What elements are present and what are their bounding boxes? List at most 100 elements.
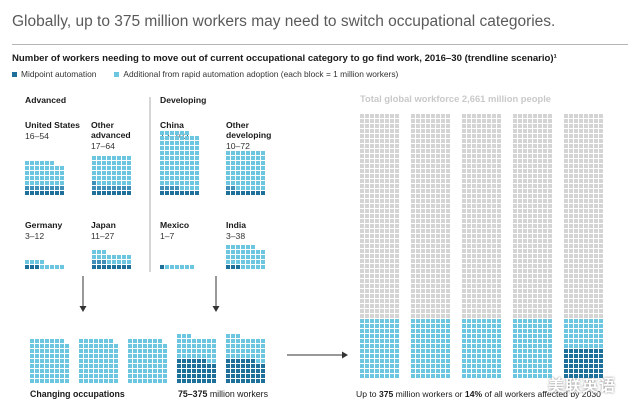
block-grey-total: [533, 154, 537, 158]
block-grey-total: [390, 154, 394, 158]
block-grey-total: [446, 114, 450, 118]
block-grey-total: [365, 144, 369, 148]
block-grey-total: [365, 194, 369, 198]
block-additional-total: [360, 349, 364, 353]
block-additional-total: [431, 359, 435, 363]
block-additional-total: [365, 364, 369, 368]
block-grey-total: [365, 134, 369, 138]
block-midpoint-changing: [197, 359, 201, 363]
block-grey-total: [584, 309, 588, 313]
block-grey-total: [599, 184, 603, 188]
block-grey-total: [564, 144, 568, 148]
block-midpoint-total: [579, 369, 583, 373]
block-grey-total: [426, 224, 430, 228]
block-additional-total: [543, 329, 547, 333]
block-additional-total: [492, 369, 496, 373]
block-midpoint-changing: [236, 374, 240, 378]
block-additional-changing: [231, 349, 235, 353]
block-grey-total: [594, 129, 598, 133]
block-grey-total: [380, 224, 384, 228]
block-grey-total: [411, 124, 415, 128]
block-additional-us: [40, 166, 44, 170]
block-grey-total: [411, 274, 415, 278]
block-additional-total: [380, 324, 384, 328]
block-additional-total: [533, 369, 537, 373]
block-grey-total: [395, 209, 399, 213]
block-grey-total: [375, 154, 379, 158]
block-grey-total: [584, 264, 588, 268]
caption-total-mid: million workers or: [395, 389, 463, 399]
block-grey-total: [579, 139, 583, 143]
block-additional-changing: [256, 349, 260, 353]
block-additional-total: [564, 339, 568, 343]
block-grey-total: [599, 114, 603, 118]
block-grey-total: [574, 144, 578, 148]
block-midpoint-changing: [212, 364, 216, 368]
block-grey-total: [467, 114, 471, 118]
block-grey-total: [426, 239, 430, 243]
block-grey-total: [513, 209, 517, 213]
block-grey-total: [492, 229, 496, 233]
block-grey-total: [436, 199, 440, 203]
block-additional-china: [175, 141, 179, 145]
block-grey-total: [579, 134, 583, 138]
block-additional-total: [431, 319, 435, 323]
block-additional-changing: [236, 344, 240, 348]
block-grey-total: [477, 194, 481, 198]
block-grey-total: [380, 139, 384, 143]
block-grey-total: [411, 129, 415, 133]
block-grey-total: [365, 219, 369, 223]
block-grey-total: [472, 139, 476, 143]
block-additional-total: [589, 329, 593, 333]
block-grey-total: [523, 129, 527, 133]
block-additional-total: [518, 334, 522, 338]
block-grey-total: [533, 304, 537, 308]
block-grey-total: [513, 264, 517, 268]
block-grey-total: [533, 229, 537, 233]
block-grey-total: [426, 234, 430, 238]
block-additional-changing: [84, 374, 88, 378]
block-additional-total: [421, 349, 425, 353]
block-additional-total: [360, 374, 364, 378]
block-grey-total: [518, 309, 522, 313]
block-grey-total: [375, 209, 379, 213]
block-grey-total: [564, 269, 568, 273]
block-grey-total: [584, 139, 588, 143]
block-additional-changing: [40, 379, 44, 383]
block-additional-japan: [117, 260, 121, 264]
block-grey-total: [370, 314, 374, 318]
block-grey-total: [589, 289, 593, 293]
block-midpoint-changing: [187, 364, 191, 368]
block-additional-total: [411, 339, 415, 343]
block-additional-total: [497, 339, 501, 343]
block-grey-total: [441, 199, 445, 203]
block-grey-total: [441, 154, 445, 158]
block-additional-total: [467, 354, 471, 358]
block-additional-china: [165, 131, 169, 135]
block-additional-changing: [153, 354, 157, 358]
block-additional-total: [487, 344, 491, 348]
block-grey-total: [411, 199, 415, 203]
block-additional-total: [365, 319, 369, 323]
block-grey-total: [513, 194, 517, 198]
block-grey-total: [477, 294, 481, 298]
block-additional-total: [528, 354, 532, 358]
block-additional-total: [533, 324, 537, 328]
block-grey-total: [599, 244, 603, 248]
block-additional-other-advanced: [97, 156, 101, 160]
block-additional-us: [35, 181, 39, 185]
block-grey-total: [390, 189, 394, 193]
block-grey-total: [360, 114, 364, 118]
block-grey-total: [538, 229, 542, 233]
block-midpoint-japan: [107, 265, 111, 269]
block-additional-india: [256, 250, 260, 254]
block-additional-changing: [50, 349, 54, 353]
block-midpoint-changing: [241, 359, 245, 363]
block-grey-total: [431, 119, 435, 123]
block-grey-total: [599, 119, 603, 123]
block-grey-total: [436, 134, 440, 138]
block-grey-total: [492, 254, 496, 258]
block-grey-total: [472, 229, 476, 233]
block-grey-total: [513, 224, 517, 228]
block-grey-total: [569, 149, 573, 153]
